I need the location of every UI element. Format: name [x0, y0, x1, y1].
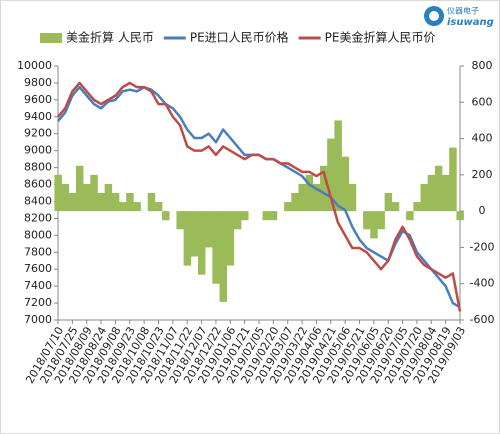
line-series — [57, 81, 462, 312]
area-bar — [320, 165, 328, 212]
area-bar — [83, 183, 91, 212]
y2-tick-label: -400 — [470, 277, 495, 290]
area-bar — [90, 174, 98, 212]
y2-tick-label: 0 — [479, 204, 486, 217]
area-bar — [97, 193, 105, 212]
legend-swatch — [40, 33, 62, 43]
y2-tick-label: -200 — [470, 240, 495, 253]
area-bar — [61, 183, 70, 212]
y-tick-label: 8800 — [24, 161, 52, 174]
area-bar — [327, 138, 335, 212]
area-bar — [133, 202, 141, 212]
y2-tick-label: 200 — [472, 168, 493, 181]
y-tick-label: 9800 — [24, 76, 52, 89]
area-bar — [233, 211, 242, 230]
y-tick-label: 7800 — [24, 245, 52, 258]
area-bar — [298, 183, 306, 212]
area-bar — [305, 174, 314, 212]
y-tick-label: 9400 — [24, 110, 52, 123]
area-bar — [219, 211, 227, 302]
area-bar — [384, 193, 393, 212]
area-series — [54, 120, 464, 302]
area-bar — [104, 183, 113, 212]
logo: 仪器电子 isuwang — [424, 6, 494, 28]
area-bar — [183, 211, 192, 266]
area-bar — [434, 165, 443, 212]
y-tick-label: 8400 — [24, 194, 52, 207]
area-bar — [262, 211, 271, 221]
area-bar — [54, 174, 62, 212]
y-tick-label: 8200 — [24, 211, 52, 224]
area-bar — [68, 193, 77, 212]
area-bar — [284, 202, 292, 212]
area-bar — [176, 211, 184, 230]
area-bar — [427, 174, 436, 212]
logo-name: 仪器电子 — [447, 6, 479, 16]
logo-sub: isuwang — [447, 17, 494, 28]
y-tick-label: 7200 — [24, 296, 52, 309]
legend-label: 美金折算 人民币 — [66, 30, 154, 45]
logo-icon-inner — [429, 11, 439, 21]
area-bar — [126, 193, 134, 212]
area-bar — [111, 193, 120, 212]
y2-tick-label: 600 — [472, 95, 493, 108]
y-tick-label: 8000 — [24, 228, 52, 241]
y-tick-label: 7000 — [24, 313, 52, 326]
area-bar — [162, 211, 170, 221]
y2-tick-label: 800 — [472, 59, 493, 72]
y2-tick-label: -600 — [470, 313, 495, 326]
area-bar — [449, 147, 457, 212]
area-bar — [406, 211, 414, 221]
area-bar — [205, 211, 213, 248]
area-bar — [154, 202, 163, 212]
area-bar — [147, 193, 156, 212]
area-bar — [456, 211, 464, 221]
area-bar — [226, 211, 235, 266]
y-tick-label: 7600 — [24, 262, 52, 275]
y-tick-label: 8600 — [24, 178, 52, 191]
area-bar — [442, 174, 450, 212]
area-bar — [413, 202, 421, 212]
y-tick-label: 9600 — [24, 93, 52, 106]
area-bar — [291, 193, 299, 212]
area-bar — [190, 211, 199, 257]
area-bar — [348, 183, 357, 212]
legend-label: PE美金折算人民币价 — [325, 30, 436, 45]
y-tick-label: 9200 — [24, 127, 52, 140]
area-bar — [334, 120, 342, 212]
area-bar — [269, 211, 278, 221]
area-bar — [363, 211, 371, 230]
area-bar — [391, 202, 400, 212]
y-tick-label: 10000 — [17, 59, 52, 72]
y-tick-label: 7400 — [24, 279, 52, 292]
area-bar — [241, 211, 249, 221]
area-bar — [197, 211, 206, 275]
area-bar — [212, 211, 220, 284]
area-bar — [75, 165, 84, 212]
y-tick-label: 9000 — [24, 144, 52, 157]
area-bar — [370, 211, 378, 239]
area-bar — [119, 202, 127, 212]
area-bar — [420, 183, 428, 212]
area-bar — [312, 183, 321, 212]
area-bar — [341, 156, 350, 212]
area-bar — [377, 211, 385, 230]
legend-label: PE进口人民币价格 — [190, 30, 289, 45]
y2-tick-label: 400 — [472, 132, 493, 145]
